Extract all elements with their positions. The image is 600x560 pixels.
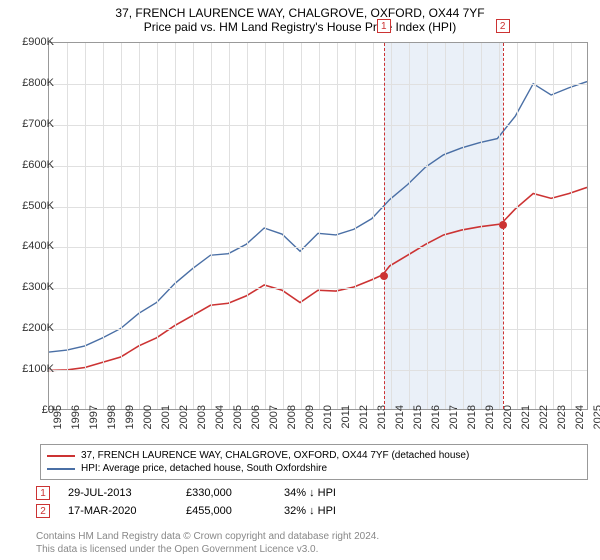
y-axis-label: £0 (12, 404, 54, 416)
x-axis-label: 2003 (196, 405, 208, 435)
x-axis-label: 1998 (106, 405, 118, 435)
x-axis-label: 2015 (412, 405, 424, 435)
x-axis-label: 2013 (376, 405, 388, 435)
data-dot (380, 272, 388, 280)
x-axis-label: 2025 (592, 405, 600, 435)
data-price: £455,000 (186, 505, 266, 517)
x-axis-label: 2005 (232, 405, 244, 435)
chart-area: 1995199619971998199920002001200220032004… (48, 42, 588, 410)
x-axis-label: 2006 (250, 405, 262, 435)
legend-swatch-price (47, 455, 75, 457)
data-row: 2 17-MAR-2020 £455,000 32% ↓ HPI (36, 502, 588, 520)
x-axis-label: 1999 (124, 405, 136, 435)
data-dot (499, 221, 507, 229)
x-axis-label: 2000 (142, 405, 154, 435)
x-axis-label: 2010 (322, 405, 334, 435)
marker-badge: 2 (36, 504, 50, 518)
chart-subtitle: Price paid vs. HM Land Registry's House … (0, 20, 600, 34)
x-axis-label: 2009 (304, 405, 316, 435)
x-axis-label: 2012 (358, 405, 370, 435)
marker-badge: 2 (496, 19, 510, 33)
legend-item-hpi: HPI: Average price, detached house, Sout… (47, 462, 581, 475)
x-axis-label: 1996 (70, 405, 82, 435)
y-axis-label: £700K (12, 118, 54, 130)
legend-swatch-hpi (47, 468, 75, 470)
x-axis-label: 2022 (538, 405, 550, 435)
x-axis-label: 2004 (214, 405, 226, 435)
y-axis-label: £400K (12, 240, 54, 252)
marker-badge: 1 (377, 19, 391, 33)
series-price_paid (49, 187, 587, 370)
data-points-table: 1 29-JUL-2013 £330,000 34% ↓ HPI 2 17-MA… (36, 484, 588, 520)
marker-line (384, 43, 385, 409)
x-axis-label: 2016 (430, 405, 442, 435)
title-block: 37, FRENCH LAURENCE WAY, CHALGROVE, OXFO… (0, 0, 600, 34)
data-row: 1 29-JUL-2013 £330,000 34% ↓ HPI (36, 484, 588, 502)
data-pct: 34% ↓ HPI (284, 487, 404, 499)
footer-line: Contains HM Land Registry data © Crown c… (36, 530, 588, 543)
x-axis-label: 2008 (286, 405, 298, 435)
x-axis-label: 2002 (178, 405, 190, 435)
data-date: 17-MAR-2020 (68, 505, 168, 517)
series-hpi (49, 82, 587, 353)
y-axis-label: £200K (12, 322, 54, 334)
x-axis-label: 2020 (502, 405, 514, 435)
footer: Contains HM Land Registry data © Crown c… (36, 530, 588, 556)
x-axis-label: 2023 (556, 405, 568, 435)
data-price: £330,000 (186, 487, 266, 499)
chart-container: 37, FRENCH LAURENCE WAY, CHALGROVE, OXFO… (0, 0, 600, 560)
y-axis-label: £900K (12, 36, 54, 48)
x-axis-label: 2017 (448, 405, 460, 435)
x-axis-label: 2011 (340, 405, 352, 435)
x-axis-label: 2024 (574, 405, 586, 435)
y-axis-label: £800K (12, 77, 54, 89)
legend-item-price: 37, FRENCH LAURENCE WAY, CHALGROVE, OXFO… (47, 449, 581, 462)
x-axis-label: 2018 (466, 405, 478, 435)
x-axis-label: 1997 (88, 405, 100, 435)
legend-label: HPI: Average price, detached house, Sout… (81, 463, 327, 474)
marker-badge: 1 (36, 486, 50, 500)
legend-label: 37, FRENCH LAURENCE WAY, CHALGROVE, OXFO… (81, 450, 469, 461)
y-axis-label: £600K (12, 159, 54, 171)
x-axis-label: 2014 (394, 405, 406, 435)
y-axis-label: £100K (12, 363, 54, 375)
y-axis-label: £500K (12, 200, 54, 212)
data-pct: 32% ↓ HPI (284, 505, 404, 517)
x-axis-label: 2007 (268, 405, 280, 435)
data-date: 29-JUL-2013 (68, 487, 168, 499)
legend: 37, FRENCH LAURENCE WAY, CHALGROVE, OXFO… (40, 444, 588, 480)
x-axis-label: 2019 (484, 405, 496, 435)
footer-line: This data is licensed under the Open Gov… (36, 543, 588, 556)
x-axis-label: 2021 (520, 405, 532, 435)
x-axis-label: 2001 (160, 405, 172, 435)
y-axis-label: £300K (12, 281, 54, 293)
chart-title: 37, FRENCH LAURENCE WAY, CHALGROVE, OXFO… (0, 6, 600, 20)
